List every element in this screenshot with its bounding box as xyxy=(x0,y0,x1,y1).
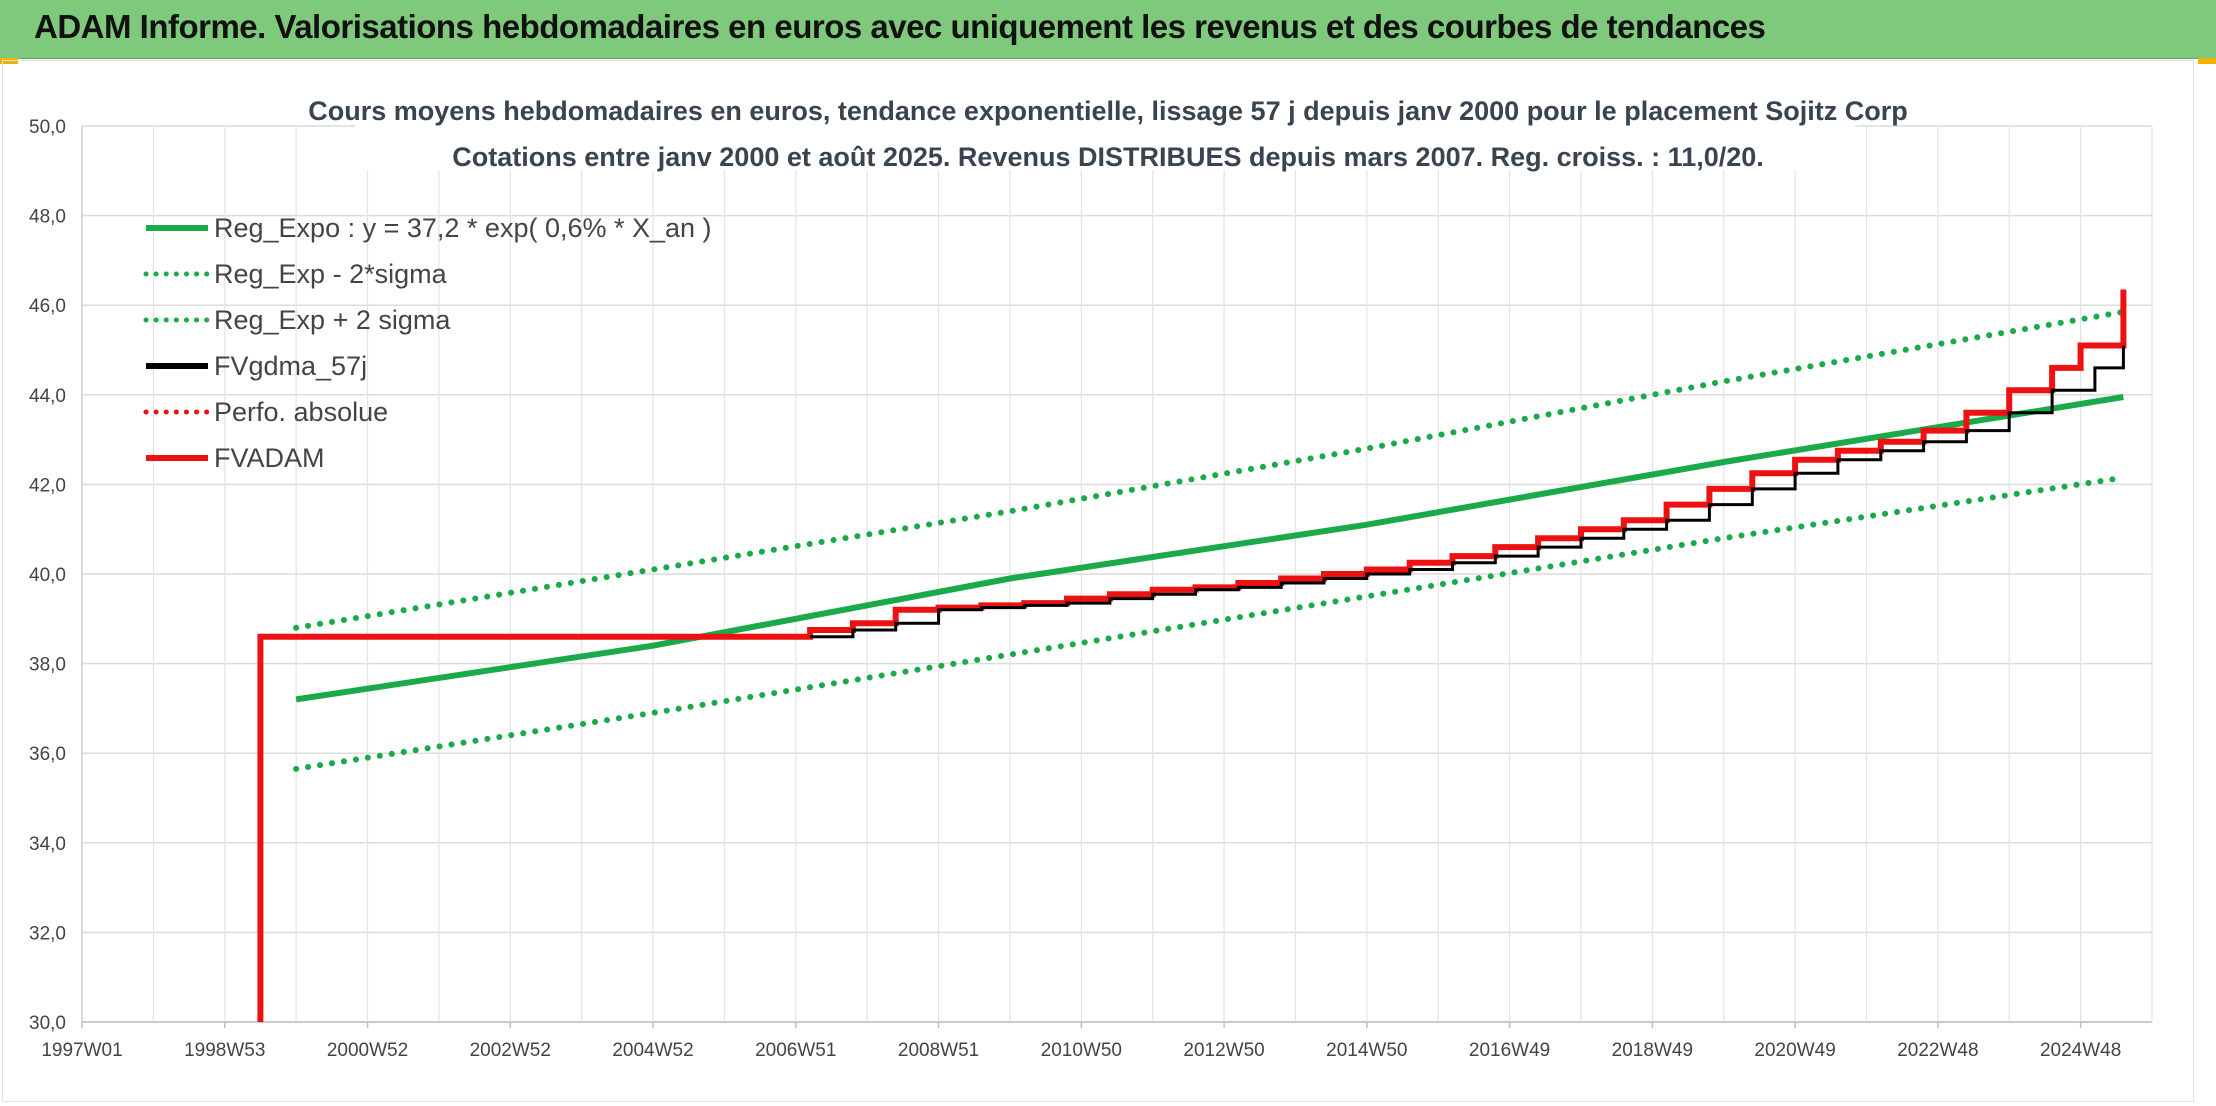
chart-series xyxy=(257,289,2127,1022)
corner-accent-right xyxy=(2198,58,2216,64)
chart-subtitle: Cotations entre janv 2000 et août 2025. … xyxy=(452,142,1764,172)
y-tick-label: 32,0 xyxy=(29,923,66,944)
x-tick-label: 1997W01 xyxy=(41,1040,122,1061)
y-tick-label: 30,0 xyxy=(29,1013,66,1034)
legend-label: Reg_Exp - 2*sigma xyxy=(214,259,448,289)
series-line-3 xyxy=(810,345,2125,639)
chart-frame xyxy=(2,60,2194,1102)
series-line-0 xyxy=(295,394,2124,703)
y-tick-label: 50,0 xyxy=(29,117,66,138)
x-tick-label: 1998W53 xyxy=(184,1040,265,1061)
y-tick-label: 36,0 xyxy=(29,744,66,765)
chart-legend: Reg_Expo : y = 37,2 * exp( 0,6% * X_an )… xyxy=(143,213,712,473)
x-tick-label: 2016W49 xyxy=(1469,1040,1550,1061)
y-tick-label: 38,0 xyxy=(29,655,66,676)
series-line-1 xyxy=(293,474,2127,772)
x-axis-ticks: 1997W01 1998W53 2000W52 2002W52 2004W52 2006W… xyxy=(41,1022,2121,1061)
x-tick-label: 2022W48 xyxy=(1897,1040,1978,1061)
x-tick-label: 2008W51 xyxy=(898,1040,979,1061)
x-tick-label: 2010W50 xyxy=(1041,1040,1122,1061)
y-tick-label: 34,0 xyxy=(29,834,66,855)
x-tick-label: 2000W52 xyxy=(327,1040,408,1061)
y-tick-label: 46,0 xyxy=(29,296,66,317)
legend-label: Reg_Expo : y = 37,2 * exp( 0,6% * X_an ) xyxy=(214,213,712,243)
series-line-2 xyxy=(293,308,2127,631)
chart-title-background xyxy=(355,92,1855,170)
x-tick-label: 2018W49 xyxy=(1612,1040,1693,1061)
x-tick-label: 2020W49 xyxy=(1754,1040,1835,1061)
legend-label: Perfo. absolue xyxy=(214,397,388,427)
x-tick-label: 2004W52 xyxy=(612,1040,693,1061)
legend-label: Reg_Exp + 2 sigma xyxy=(214,305,451,335)
legend-label: FVADAM xyxy=(214,443,325,473)
x-tick-label: 2012W50 xyxy=(1183,1040,1264,1061)
corner-accent-left xyxy=(0,58,18,64)
x-tick-label: 2024W48 xyxy=(2040,1040,2121,1061)
y-tick-label: 44,0 xyxy=(29,386,66,407)
x-tick-label: 2002W52 xyxy=(470,1040,551,1061)
y-tick-label: 42,0 xyxy=(29,475,66,496)
x-tick-label: 2006W51 xyxy=(755,1040,836,1061)
y-tick-label: 40,0 xyxy=(29,565,66,586)
series-line-4 xyxy=(257,289,2127,1022)
y-axis-ticks: 30,0 32,0 34,0 36,0 38,0 40,0 42,0 44,0 46,0 48,0… xyxy=(29,117,66,1034)
report-title: ADAM Informe. Valorisations hebdomadaire… xyxy=(34,8,1766,45)
x-tick-label: 2014W50 xyxy=(1326,1040,1407,1061)
chart-title: Cours moyens hebdomadaires en euros, ten… xyxy=(308,96,1908,126)
report-banner: ADAM Informe. Valorisations hebdomadaire… xyxy=(0,0,2216,59)
y-tick-label: 48,0 xyxy=(29,207,66,228)
legend-label: FVgdma_57j xyxy=(214,351,367,381)
